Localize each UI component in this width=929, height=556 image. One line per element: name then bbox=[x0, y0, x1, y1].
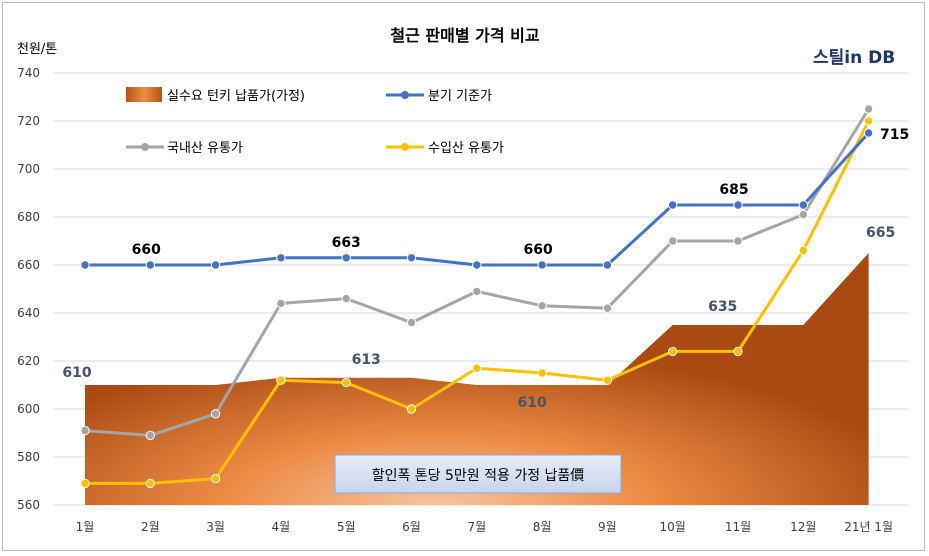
y-tick-label: 600 bbox=[17, 402, 40, 416]
data-point-domestic bbox=[276, 298, 286, 309]
data-point-quarter-base bbox=[406, 253, 417, 263]
legend-marker-domestic bbox=[141, 143, 149, 151]
y-tick-label: 580 bbox=[17, 450, 40, 464]
data-label-turnkey: 635 bbox=[708, 299, 737, 315]
data-point-quarter-base bbox=[276, 253, 286, 263]
y-axis-ticks: 560 580 600 620 640 660 680 700 720 740 bbox=[17, 66, 40, 512]
data-point-quarter-base bbox=[863, 128, 874, 138]
data-point-import bbox=[602, 375, 613, 385]
data-point-quarter-base bbox=[668, 200, 678, 210]
data-point-import bbox=[341, 377, 351, 388]
data-point-domestic bbox=[341, 293, 351, 304]
data-label-turnkey: 610 bbox=[62, 365, 91, 381]
data-point-import bbox=[210, 473, 221, 484]
annotation-box: 할인폭 톤당 5만원 적용 가정 납품價 bbox=[334, 454, 622, 494]
data-point-quarter-base bbox=[472, 260, 482, 270]
data-point-import bbox=[863, 116, 874, 126]
data-point-domestic bbox=[80, 425, 90, 436]
data-point-domestic bbox=[668, 236, 678, 246]
x-tick-label: 6월 bbox=[402, 520, 421, 534]
data-point-quarter-base bbox=[341, 253, 351, 263]
data-point-domestic bbox=[798, 209, 808, 220]
x-tick-label: 5월 bbox=[337, 520, 356, 534]
legend-label-quarter: 분기 기준가 bbox=[428, 89, 492, 104]
data-label-turnkey: 613 bbox=[352, 352, 381, 368]
x-tick-label: 1월 bbox=[76, 520, 95, 534]
annotation-text: 할인폭 톤당 5만원 적용 가정 납품價 bbox=[372, 467, 585, 484]
y-axis-label: 천원/톤 bbox=[17, 42, 57, 57]
x-tick-label: 3월 bbox=[206, 520, 225, 534]
legend-label-import: 수입산 유통가 bbox=[428, 141, 504, 156]
y-tick-label: 660 bbox=[17, 258, 40, 272]
legend-marker-quarter bbox=[401, 91, 409, 99]
x-tick-label: 7월 bbox=[467, 520, 486, 534]
data-point-quarter-base bbox=[602, 260, 613, 270]
data-label-quarter-base: 685 bbox=[719, 182, 748, 198]
y-tick-label: 640 bbox=[17, 306, 40, 320]
data-point-import bbox=[537, 368, 547, 378]
legend: 실수요 턴키 납품가(가정) 분기 기준가 국내산 유통가 수입산 유통가 bbox=[126, 87, 504, 156]
y-tick-label: 620 bbox=[17, 354, 40, 368]
data-label-quarter-base: 715 bbox=[880, 127, 909, 143]
data-point-quarter-base bbox=[80, 260, 90, 270]
data-point-domestic bbox=[472, 286, 482, 297]
x-tick-label: 11월 bbox=[725, 520, 751, 534]
data-labels: 610 613 610 635 665 660 663 660 685 715 bbox=[62, 127, 909, 411]
y-tick-label: 740 bbox=[17, 66, 40, 80]
data-point-domestic bbox=[602, 303, 613, 313]
data-point-import bbox=[798, 245, 808, 256]
x-tick-label: 12월 bbox=[790, 520, 816, 534]
x-tick-label: 2월 bbox=[141, 520, 160, 534]
data-point-domestic bbox=[406, 317, 417, 328]
data-point-import bbox=[733, 346, 743, 357]
data-point-quarter-base bbox=[798, 200, 808, 210]
data-point-quarter-base bbox=[210, 260, 221, 270]
data-point-import bbox=[276, 375, 286, 385]
data-label-quarter-base: 660 bbox=[523, 242, 552, 258]
data-point-domestic bbox=[733, 236, 743, 246]
area-fill-turnkey bbox=[85, 253, 869, 505]
data-label-turnkey: 665 bbox=[866, 225, 895, 241]
x-tick-label: 4월 bbox=[272, 520, 291, 534]
data-label-turnkey: 610 bbox=[517, 395, 546, 411]
y-tick-label: 560 bbox=[17, 498, 40, 512]
y-tick-label: 680 bbox=[17, 210, 40, 224]
data-point-import bbox=[668, 346, 678, 357]
brand-logo: 스틸in DB bbox=[813, 47, 895, 68]
line-series bbox=[80, 104, 874, 489]
data-point-domestic bbox=[537, 301, 547, 311]
x-tick-label: 8월 bbox=[533, 520, 552, 534]
x-axis-ticks: 1월 2월 3월 4월 5월 6월 7월 8월 9월 10월 11월 12월 21년 1월 bbox=[76, 520, 893, 534]
data-point-import bbox=[406, 404, 417, 414]
data-point-import bbox=[472, 363, 482, 373]
data-point-domestic bbox=[210, 409, 221, 419]
data-point-import bbox=[80, 478, 90, 489]
data-label-quarter-base: 660 bbox=[132, 242, 161, 258]
data-point-import bbox=[145, 478, 156, 489]
data-point-domestic bbox=[145, 430, 156, 441]
data-label-quarter-base: 663 bbox=[332, 235, 361, 251]
legend-marker-import bbox=[401, 143, 409, 151]
data-point-quarter-base bbox=[145, 260, 156, 270]
x-tick-label: 21년 1월 bbox=[844, 520, 893, 534]
area-series bbox=[85, 253, 869, 505]
legend-label-domestic: 국내산 유통가 bbox=[167, 141, 243, 156]
y-tick-label: 700 bbox=[17, 162, 40, 176]
chart-title: 철근 판매별 가격 비교 bbox=[390, 26, 539, 45]
x-tick-label: 10월 bbox=[660, 520, 686, 534]
y-tick-label: 720 bbox=[17, 114, 40, 128]
legend-label-area: 실수요 턴키 납품가(가정) bbox=[167, 89, 305, 104]
x-tick-label: 9월 bbox=[598, 520, 617, 534]
chart: 560 580 600 620 640 660 680 700 720 740 1월 2월 3월 4월 5… bbox=[17, 26, 909, 534]
legend-swatch-area bbox=[126, 87, 162, 102]
data-point-quarter-base bbox=[733, 200, 743, 210]
data-point-quarter-base bbox=[537, 260, 547, 270]
data-point-domestic bbox=[863, 104, 874, 114]
